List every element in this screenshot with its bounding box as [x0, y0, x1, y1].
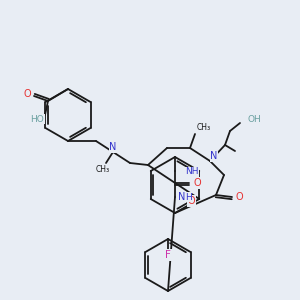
Text: O: O	[235, 192, 243, 202]
Text: O: O	[23, 89, 31, 99]
Text: CH₃: CH₃	[96, 166, 110, 175]
Text: H: H	[185, 193, 192, 202]
Text: N: N	[109, 142, 117, 152]
Text: N: N	[210, 151, 218, 161]
Text: NH: NH	[185, 167, 199, 176]
Text: OH: OH	[247, 116, 261, 124]
Text: CH₃: CH₃	[197, 124, 211, 133]
Text: N: N	[178, 192, 185, 202]
Text: F: F	[165, 250, 171, 260]
Text: O: O	[188, 196, 195, 206]
Text: HO: HO	[30, 115, 44, 124]
Text: O: O	[193, 178, 201, 188]
